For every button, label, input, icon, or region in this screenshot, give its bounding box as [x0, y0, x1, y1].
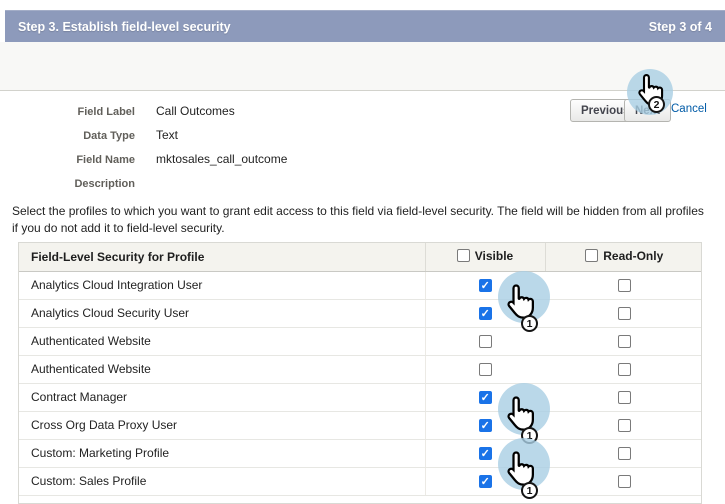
description-label: Description — [74, 178, 135, 190]
profile-name: Analytics Cloud Integration User — [19, 271, 425, 300]
table-header-row: Field-Level Security for Profile Visible… — [19, 243, 701, 272]
wizard-header: Step 3. Establish field-level security S… — [5, 10, 725, 42]
readonly-checkbox[interactable] — [617, 363, 631, 377]
page-title: Step 3. Establish field-level security — [18, 19, 231, 34]
readonly-checkbox[interactable] — [617, 335, 631, 349]
table-row: Analytics Cloud Integration User — [19, 271, 701, 300]
readonly-checkbox[interactable] — [617, 307, 631, 321]
readonly-checkbox[interactable] — [617, 475, 631, 489]
visible-checkbox[interactable] — [478, 307, 492, 321]
readonly-checkbox[interactable] — [617, 391, 631, 405]
step-indicator: Step 3 of 4 — [648, 19, 712, 34]
profile-name: Authenticated Website — [19, 327, 425, 356]
table-row: Authenticated Website — [19, 355, 701, 384]
visible-header-label: Visible — [474, 248, 514, 263]
table-row: Custom: Sales Profile — [19, 467, 701, 496]
visible-checkbox[interactable] — [478, 363, 492, 377]
profile-name: Custom: Sales Profile — [19, 467, 425, 496]
table-row: Authenticated Website — [19, 327, 701, 356]
readonly-checkbox[interactable] — [617, 447, 631, 461]
table-row: Custom: Marketing Profile — [19, 439, 701, 468]
field-label-value: Call Outcomes — [156, 104, 235, 118]
visible-checkbox[interactable] — [478, 391, 492, 405]
next-button[interactable]: Next — [624, 99, 671, 122]
data-type-label: Data Type — [83, 130, 135, 142]
profile-name: Authenticated Website — [19, 355, 425, 384]
column-header-profile: Field-Level Security for Profile — [19, 243, 425, 272]
detail-row-field-name: Field Name mktosales_call_outcome — [0, 147, 287, 171]
detail-row-data-type: Data Type Text — [0, 123, 287, 147]
instruction-text: Select the profiles to which you want to… — [12, 204, 704, 235]
profile-name: Contract Manager — [19, 383, 425, 412]
visible-checkbox[interactable] — [478, 335, 492, 349]
visible-select-all-checkbox[interactable] — [456, 249, 470, 262]
wizard-toolbar: Previous Next Cancel — [0, 42, 725, 122]
visible-checkbox[interactable] — [478, 447, 492, 461]
previous-button[interactable]: Previous — [570, 99, 641, 122]
visible-checkbox[interactable] — [478, 475, 492, 489]
profile-name: Custom: Marketing Profile — [19, 439, 425, 468]
readonly-checkbox[interactable] — [617, 419, 631, 433]
column-header-read-only: Read-Only — [544, 243, 701, 272]
readonly-checkbox[interactable] — [617, 279, 631, 293]
table-row: Cross Org Data Proxy User — [19, 411, 701, 440]
visible-checkbox[interactable] — [478, 279, 492, 293]
profile-name: Cross Org Data Proxy User — [19, 411, 425, 440]
field-name-value: mktosales_call_outcome — [156, 152, 288, 166]
field-name-label: Field Name — [76, 154, 135, 166]
read-only-header-label: Read-Only — [603, 248, 664, 263]
table-row: Contract Manager — [19, 383, 701, 412]
detail-row-field-label: Field Label Call Outcomes — [0, 99, 287, 123]
data-type-value: Text — [156, 128, 179, 142]
table-row: Analytics Cloud Security User — [19, 299, 701, 328]
cancel-link[interactable]: Cancel — [671, 103, 707, 115]
field-label-label: Field Label — [77, 106, 135, 118]
visible-checkbox[interactable] — [478, 419, 492, 433]
read-only-select-all-checkbox[interactable] — [585, 249, 599, 262]
column-header-visible: Visible — [424, 243, 545, 272]
field-details: Field Label Call Outcomes Data Type Text F… — [0, 99, 287, 195]
detail-row-description: Description — [0, 171, 287, 195]
profile-table-body: Analytics Cloud Integration User Analyti… — [19, 271, 701, 496]
profile-name: Analytics Cloud Security User — [19, 299, 425, 328]
profile-security-table: Field-Level Security for Profile Visible… — [18, 242, 702, 504]
